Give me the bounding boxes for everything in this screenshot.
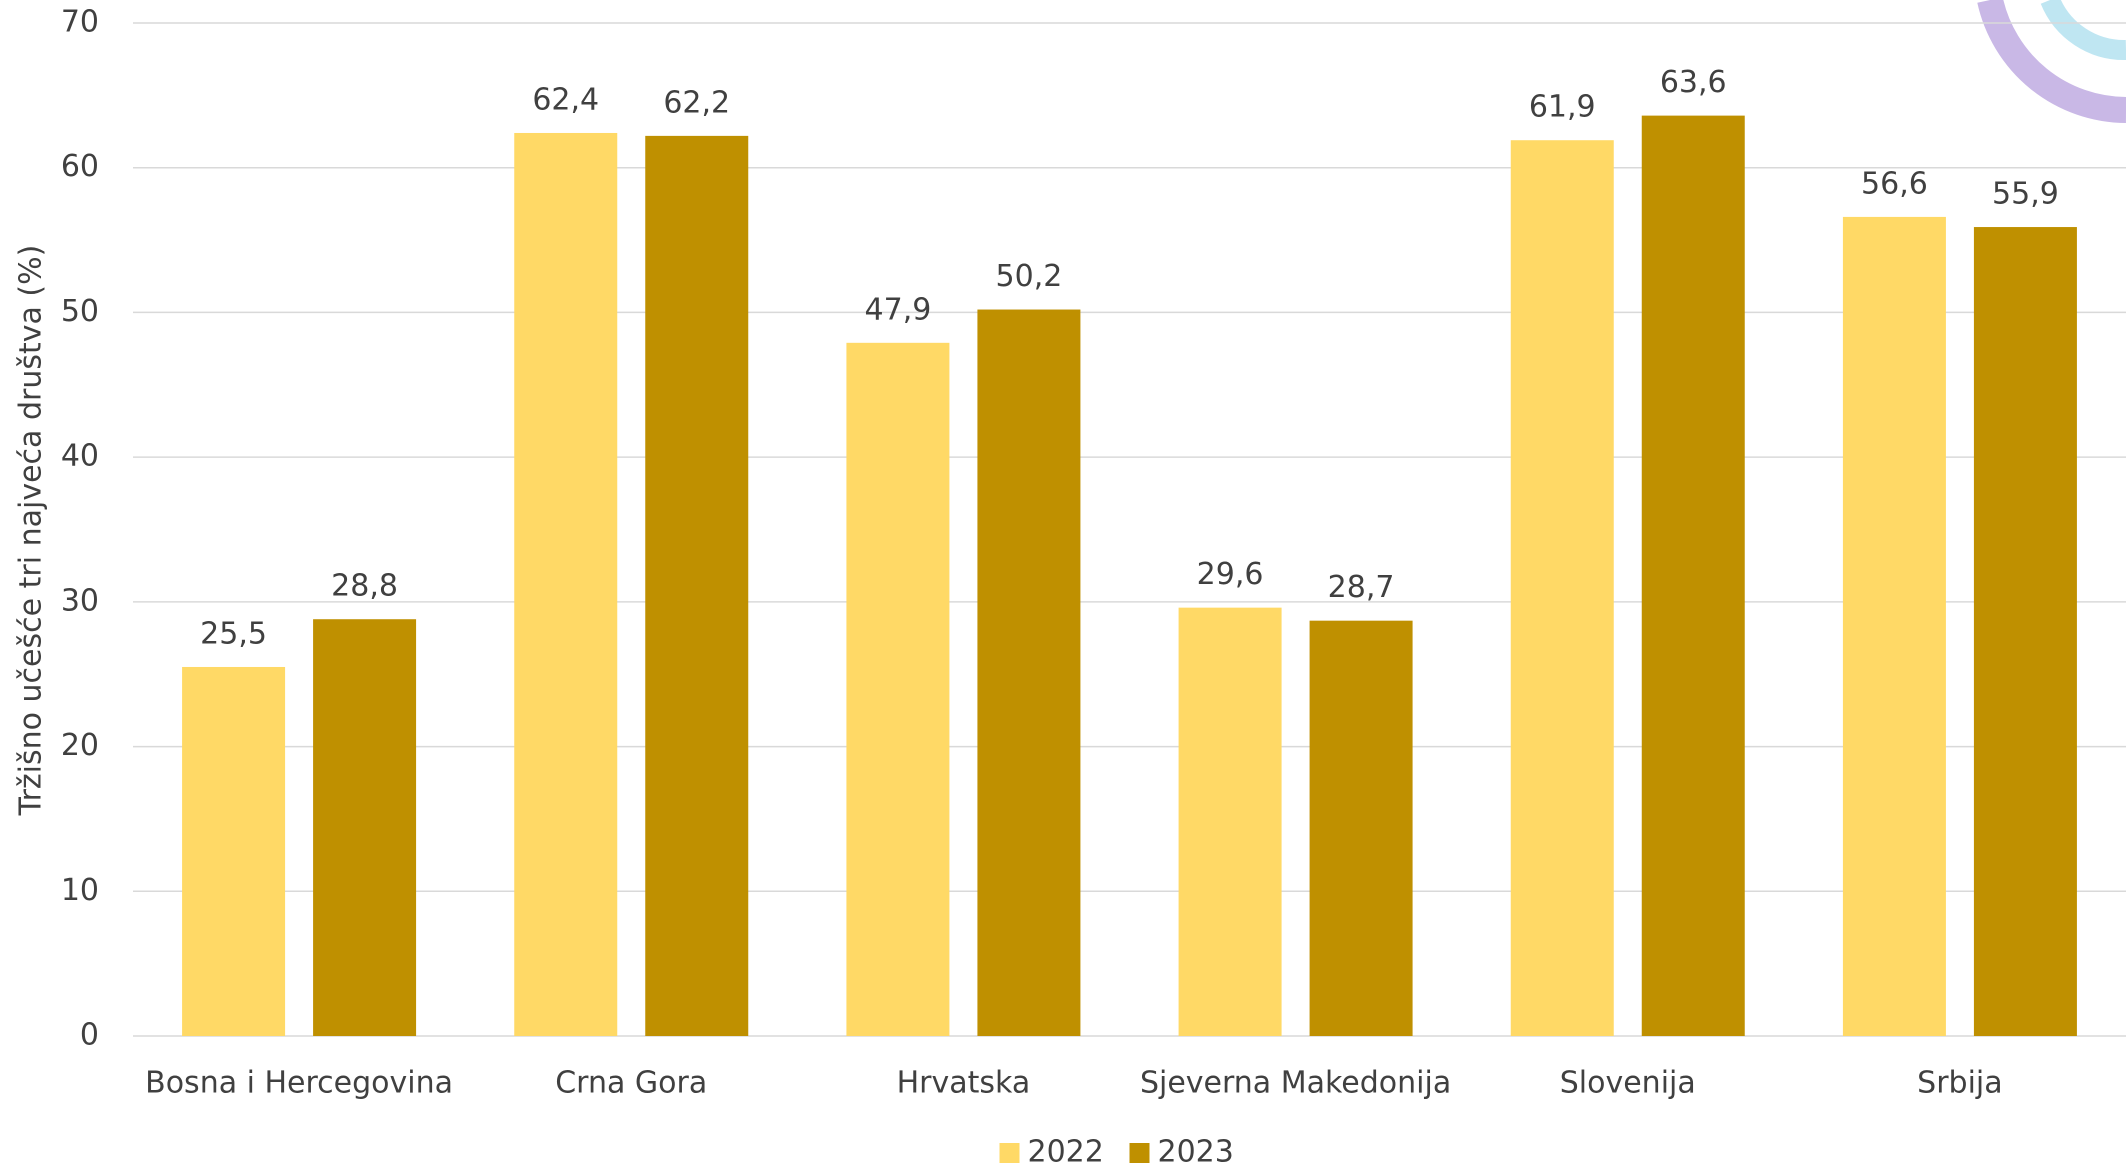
- value-label: 63,6: [1660, 65, 1727, 100]
- bar: [1309, 620, 1413, 1036]
- bar: [1178, 607, 1282, 1036]
- bar: [977, 309, 1081, 1036]
- value-label: 55,9: [1992, 177, 2059, 212]
- y-tick-label: 50: [61, 294, 99, 329]
- y-tick-label: 0: [80, 1018, 99, 1053]
- legend-swatch: [999, 1143, 1020, 1163]
- value-label: 28,8: [331, 569, 398, 604]
- x-tick-label: Hrvatska: [897, 1066, 1031, 1101]
- bar: [1973, 227, 2077, 1037]
- value-label: 62,4: [532, 82, 599, 117]
- x-tick-label: Srbija: [1917, 1066, 2002, 1101]
- y-tick-label: 70: [61, 5, 99, 40]
- bar: [645, 135, 749, 1036]
- legend-swatch: [1129, 1143, 1150, 1163]
- value-label: 47,9: [865, 292, 932, 327]
- bar: [1641, 115, 1745, 1037]
- bar: [182, 666, 286, 1036]
- legend-label: 2022: [1028, 1135, 1104, 1167]
- bar: [1510, 140, 1614, 1036]
- value-label: 56,6: [1861, 166, 1928, 201]
- bar: [846, 342, 950, 1036]
- y-tick-label: 20: [61, 728, 99, 763]
- y-axis-label: Tržišno učešće tri najveća društva (%): [14, 245, 49, 817]
- y-tick-label: 60: [61, 149, 99, 184]
- value-label: 50,2: [996, 259, 1063, 294]
- value-label: 25,5: [200, 616, 267, 651]
- legend-label: 2023: [1158, 1135, 1234, 1167]
- value-label: 62,2: [663, 85, 730, 120]
- decoration-arc: [2040, 0, 2126, 60]
- bar: [313, 619, 417, 1036]
- x-tick-label: Slovenija: [1560, 1066, 1696, 1101]
- value-label: 29,6: [1197, 557, 1264, 592]
- value-label: 28,7: [1328, 570, 1395, 605]
- y-tick-label: 10: [61, 873, 99, 908]
- x-tick-label: Crna Gora: [555, 1066, 707, 1101]
- x-tick-label: Bosna i Hercegovina: [145, 1066, 453, 1101]
- y-tick-label: 40: [61, 439, 99, 474]
- bar: [514, 132, 618, 1037]
- decoration-arc: [1977, 0, 2126, 123]
- value-label: 61,9: [1529, 90, 1596, 125]
- y-tick-label: 30: [61, 583, 99, 618]
- bar: [1842, 216, 1946, 1037]
- x-tick-label: Sjeverna Makedonija: [1140, 1066, 1451, 1101]
